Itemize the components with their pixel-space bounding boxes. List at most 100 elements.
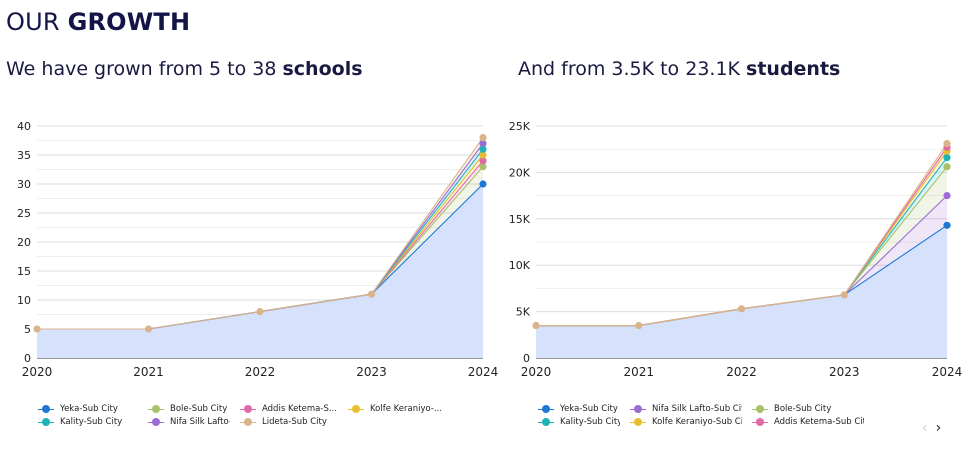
- data-point[interactable]: [144, 325, 153, 333]
- legend-item[interactable]: Kality-Sub City: [38, 417, 138, 427]
- data-point[interactable]: [635, 321, 643, 330]
- y-tick-label: 30: [17, 178, 31, 191]
- legend-item[interactable]: Kolfe Keraniyo-...: [348, 404, 458, 414]
- data-point[interactable]: [943, 221, 951, 229]
- page-title: OUR GROWTH: [6, 8, 190, 36]
- y-tick-label: 15K: [509, 213, 531, 226]
- x-tick-label: 2021: [133, 365, 164, 379]
- schools-subtitle-bold: schools: [282, 58, 363, 80]
- y-tick-label: 10: [17, 294, 31, 307]
- y-tick-label: 35: [17, 149, 31, 162]
- legend-swatch-icon: [630, 418, 646, 426]
- legend-label: Kality-Sub City: [60, 417, 123, 427]
- x-tick-label: 2023: [356, 365, 387, 379]
- legend-swatch-icon: [148, 405, 164, 413]
- data-point[interactable]: [943, 140, 951, 148]
- data-point[interactable]: [479, 163, 487, 171]
- y-tick-label: 5K: [516, 306, 531, 319]
- y-tick-label: 0: [523, 352, 530, 365]
- y-tick-label: 25: [17, 207, 31, 220]
- legend-label: Kolfe Keraniyo-Sub City: [652, 417, 742, 427]
- legend-item[interactable]: Yeka-Sub City: [538, 404, 620, 414]
- data-point[interactable]: [532, 321, 540, 330]
- y-tick-label: 20K: [509, 166, 531, 179]
- data-point[interactable]: [479, 180, 487, 188]
- data-point[interactable]: [943, 163, 951, 171]
- page-title-bold: GROWTH: [67, 8, 191, 36]
- legend-item[interactable]: Yeka-Sub City: [38, 404, 138, 414]
- legend-label: Nifa Silk Lafto-S...: [170, 417, 230, 427]
- legend-item[interactable]: Bole-Sub City: [148, 404, 230, 414]
- data-point[interactable]: [737, 305, 746, 313]
- legend-label: Lideta-Sub City: [262, 417, 327, 427]
- x-tick-label: 2020: [521, 365, 552, 379]
- x-tick-label: 2024: [468, 365, 499, 379]
- x-tick-label: 2022: [726, 365, 757, 379]
- legend-label: Nifa Silk Lafto-Sub City: [652, 404, 742, 414]
- legend-item[interactable]: Nifa Silk Lafto-Sub City: [630, 404, 742, 414]
- data-point[interactable]: [479, 139, 487, 147]
- schools-subtitle-text: We have grown from 5 to 38: [6, 58, 283, 80]
- schools-growth-chart[interactable]: 0 5 10 15 20 25 30 35 40 2020 2021 2022 2023 2024: [0, 110, 498, 390]
- page-title-prefix: OUR: [6, 8, 68, 36]
- legend-item[interactable]: Addis Ketema-Sub City: [752, 417, 864, 427]
- legend-item[interactable]: Addis Ketema-S...: [240, 404, 338, 414]
- legend-swatch-icon: [538, 405, 554, 413]
- legend-label: Bole-Sub City: [774, 404, 832, 414]
- legend-item[interactable]: Lideta-Sub City: [240, 417, 338, 427]
- data-point[interactable]: [840, 291, 848, 299]
- legend-swatch-icon: [240, 405, 256, 413]
- x-tick-label: 2022: [245, 365, 276, 379]
- area-fill: [536, 225, 947, 358]
- legend-item[interactable]: Bole-Sub City: [752, 404, 864, 414]
- legend-swatch-icon: [148, 418, 164, 426]
- legend-label: Kality-Sub City: [560, 417, 620, 427]
- y-tick-label: 5: [24, 323, 31, 336]
- y-tick-label: 20: [17, 236, 31, 249]
- x-tick-label: 2024: [932, 365, 963, 379]
- legend-label: Addis Ketema-S...: [262, 404, 337, 414]
- y-tick-label: 40: [17, 120, 31, 133]
- data-point[interactable]: [479, 134, 487, 142]
- legend-swatch-icon: [752, 405, 768, 413]
- legend-item[interactable]: Kality-Sub City: [538, 417, 620, 427]
- x-tick-label: 2023: [829, 365, 860, 379]
- y-tick-label: 25K: [509, 120, 531, 133]
- data-point[interactable]: [479, 151, 487, 159]
- data-point[interactable]: [33, 325, 41, 333]
- legend-item[interactable]: Nifa Silk Lafto-S...: [148, 417, 230, 427]
- legend-label: Addis Ketema-Sub City: [774, 417, 864, 427]
- data-point[interactable]: [367, 290, 376, 298]
- legend-swatch-icon: [38, 405, 54, 413]
- legend-prev-button[interactable]: ‹: [922, 420, 928, 436]
- legend-label: Bole-Sub City: [170, 404, 228, 414]
- data-point[interactable]: [256, 308, 264, 316]
- y-tick-label: 15: [17, 265, 31, 278]
- x-tick-label: 2020: [22, 365, 53, 379]
- data-point[interactable]: [943, 192, 951, 200]
- students-chart-subtitle: And from 3.5K to 23.1K students: [518, 58, 840, 80]
- data-point[interactable]: [943, 153, 951, 162]
- students-subtitle-text: And from 3.5K to 23.1K: [518, 58, 747, 80]
- data-point[interactable]: [479, 157, 487, 165]
- legend-label: Yeka-Sub City: [560, 404, 618, 414]
- legend-swatch-icon: [240, 418, 256, 426]
- schools-legend: Yeka-Sub City Bole-Sub City Addis Ketema-S…: [38, 404, 458, 427]
- x-tick-label: 2021: [623, 365, 654, 379]
- legend-pager: ‹ ›: [922, 420, 941, 436]
- area-fill: [37, 184, 483, 358]
- students-subtitle-bold: students: [746, 58, 841, 80]
- legend-swatch-icon: [752, 418, 768, 426]
- students-growth-chart[interactable]: 0 5K 10K 15K 20K 25K 2020 2021 2022 2023 2024: [490, 110, 970, 390]
- legend-next-button[interactable]: ›: [935, 420, 942, 436]
- legend-swatch-icon: [348, 405, 364, 413]
- legend-label: Yeka-Sub City: [60, 404, 118, 414]
- legend-item[interactable]: Kolfe Keraniyo-Sub City: [630, 417, 742, 427]
- y-tick-label: 10K: [509, 259, 531, 272]
- legend-swatch-icon: [630, 405, 646, 413]
- legend-label: Kolfe Keraniyo-...: [370, 404, 443, 414]
- legend-swatch-icon: [538, 418, 554, 426]
- legend-swatch-icon: [38, 418, 54, 426]
- y-tick-label: 0: [24, 352, 31, 365]
- data-point[interactable]: [479, 145, 487, 153]
